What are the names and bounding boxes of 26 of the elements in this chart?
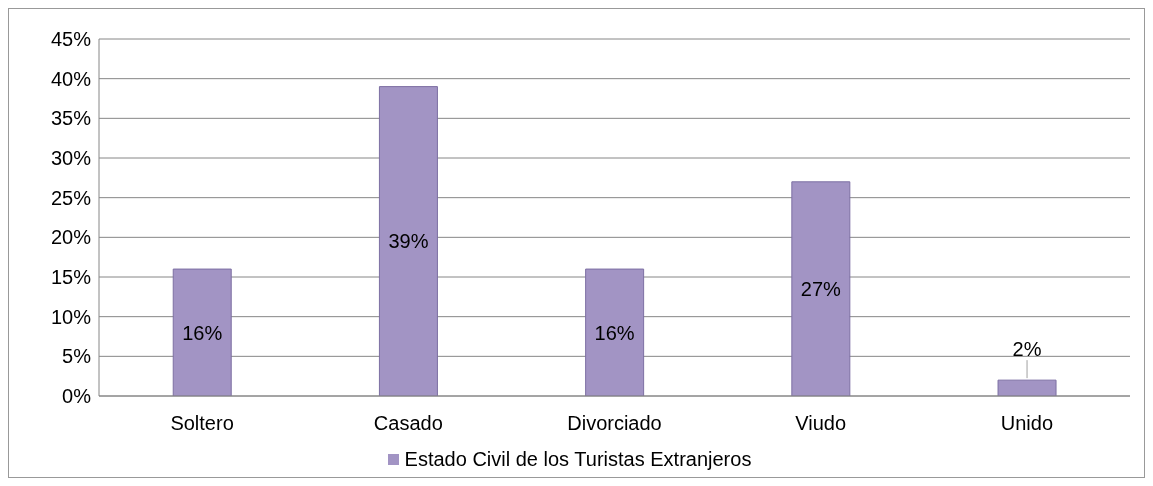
data-label: 16% <box>182 321 223 344</box>
y-tick-label: 15% <box>50 266 92 289</box>
x-tick-label: Viudo <box>795 412 847 435</box>
y-tick-label: 30% <box>50 147 92 170</box>
bar <box>378 86 438 396</box>
x-tick-label: Unido <box>1000 412 1054 435</box>
y-tick-label: 10% <box>50 305 92 328</box>
x-tick-label: Soltero <box>170 412 234 435</box>
y-tick-label: 35% <box>50 107 92 130</box>
y-tick-label: 40% <box>50 67 92 90</box>
x-tick-label: Divorciado <box>567 412 662 435</box>
y-tick-label: 5% <box>62 345 92 368</box>
bar <box>997 379 1057 396</box>
y-tick-label: 0% <box>62 385 92 408</box>
bar <box>585 268 645 396</box>
bar <box>172 268 232 396</box>
data-label: 16% <box>594 321 635 344</box>
y-tick-label: 45% <box>50 28 92 51</box>
data-label: 39% <box>388 230 429 253</box>
x-tick-label: Casado <box>373 412 443 435</box>
legend-label: Estado Civil de los Turistas Extranjeros <box>403 448 752 471</box>
data-label: 2% <box>1012 338 1042 361</box>
y-tick-label: 20% <box>50 226 92 249</box>
data-label: 27% <box>800 277 842 300</box>
y-tick-label: 25% <box>50 186 92 209</box>
bar <box>791 181 851 396</box>
